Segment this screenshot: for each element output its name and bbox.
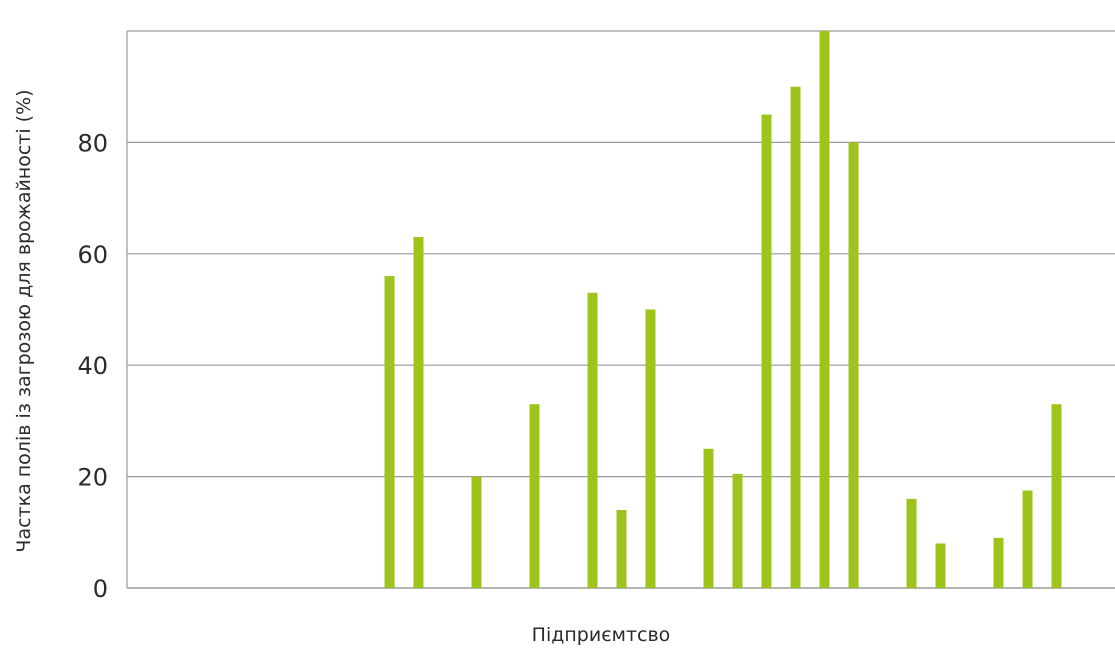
y-tick-label: 80 (77, 129, 108, 157)
bar (1022, 490, 1033, 588)
bar (993, 537, 1004, 588)
bar (935, 543, 946, 588)
bar (761, 114, 772, 589)
gridlines (126, 30, 1115, 589)
y-tick-label: 60 (77, 241, 108, 269)
x-axis-title: Підприємтсво (532, 624, 671, 646)
bar (413, 237, 424, 588)
y-tick-label: 0 (93, 575, 108, 603)
bar (587, 292, 598, 588)
bar (848, 142, 859, 588)
y-tick-label: 20 (77, 464, 108, 492)
y-axis-title: Частка полів із загрозою для врожайності… (13, 89, 35, 552)
bar (616, 510, 627, 588)
bar (529, 404, 540, 588)
bar (1051, 404, 1062, 588)
bar (703, 448, 714, 588)
y-tick-label: 40 (77, 352, 108, 380)
bar (906, 498, 917, 588)
y-tick-labels: 0 20 40 60 80 (77, 129, 108, 603)
bar (790, 86, 801, 588)
bar (645, 309, 656, 588)
bar (384, 276, 395, 588)
bars (384, 31, 1062, 589)
bar (732, 473, 743, 588)
bar (819, 31, 830, 588)
bar (471, 476, 482, 588)
